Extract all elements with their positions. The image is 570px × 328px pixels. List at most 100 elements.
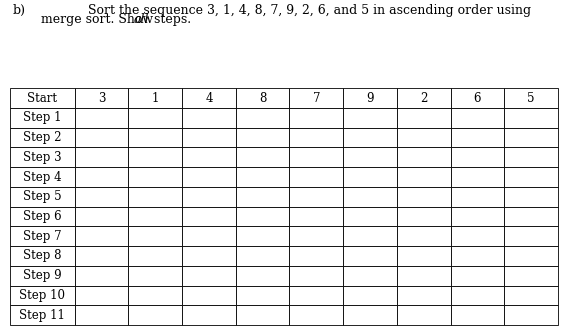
Bar: [504, 187, 558, 207]
Bar: [10, 187, 75, 207]
Bar: [10, 88, 75, 108]
Text: Step 6: Step 6: [23, 210, 62, 223]
Bar: [75, 226, 128, 246]
Bar: [504, 128, 558, 148]
Bar: [451, 148, 504, 167]
Bar: [182, 187, 236, 207]
Bar: [236, 148, 290, 167]
Text: Step 7: Step 7: [23, 230, 62, 243]
Text: all: all: [134, 13, 149, 26]
Bar: [451, 266, 504, 286]
Text: 1: 1: [152, 92, 159, 105]
Bar: [397, 246, 451, 266]
Bar: [236, 108, 290, 128]
Bar: [451, 187, 504, 207]
Bar: [75, 305, 128, 325]
Bar: [75, 207, 128, 226]
Bar: [128, 266, 182, 286]
Text: b): b): [13, 4, 26, 17]
Bar: [236, 305, 290, 325]
Text: Step 10: Step 10: [19, 289, 66, 302]
Bar: [290, 167, 343, 187]
Bar: [128, 187, 182, 207]
Bar: [75, 167, 128, 187]
Bar: [504, 226, 558, 246]
Bar: [10, 286, 75, 305]
Bar: [397, 305, 451, 325]
Bar: [343, 128, 397, 148]
Bar: [128, 226, 182, 246]
Bar: [290, 286, 343, 305]
Bar: [182, 108, 236, 128]
Bar: [236, 207, 290, 226]
Bar: [128, 305, 182, 325]
Bar: [397, 266, 451, 286]
Bar: [343, 148, 397, 167]
Bar: [236, 187, 290, 207]
Text: Step 2: Step 2: [23, 131, 62, 144]
Bar: [397, 108, 451, 128]
Bar: [290, 246, 343, 266]
Bar: [75, 128, 128, 148]
Bar: [343, 286, 397, 305]
Bar: [182, 128, 236, 148]
Text: 8: 8: [259, 92, 266, 105]
Bar: [128, 128, 182, 148]
Bar: [290, 128, 343, 148]
Bar: [10, 108, 75, 128]
Bar: [236, 286, 290, 305]
Bar: [290, 266, 343, 286]
Bar: [75, 148, 128, 167]
Text: Sort the sequence 3, 1, 4, 8, 7, 9, 2, 6, and 5 in ascending order using: Sort the sequence 3, 1, 4, 8, 7, 9, 2, 6…: [88, 4, 531, 17]
Bar: [182, 266, 236, 286]
Bar: [128, 88, 182, 108]
Bar: [182, 286, 236, 305]
Bar: [75, 266, 128, 286]
Bar: [290, 207, 343, 226]
Bar: [451, 207, 504, 226]
Bar: [397, 167, 451, 187]
Bar: [75, 246, 128, 266]
Text: Step 8: Step 8: [23, 250, 62, 262]
Bar: [75, 286, 128, 305]
Bar: [182, 305, 236, 325]
Bar: [128, 148, 182, 167]
Bar: [343, 167, 397, 187]
Bar: [75, 187, 128, 207]
Bar: [343, 88, 397, 108]
Text: Step 3: Step 3: [23, 151, 62, 164]
Bar: [128, 108, 182, 128]
Bar: [343, 207, 397, 226]
Bar: [451, 286, 504, 305]
Bar: [451, 88, 504, 108]
Bar: [290, 226, 343, 246]
Bar: [451, 167, 504, 187]
Bar: [128, 207, 182, 226]
Bar: [504, 108, 558, 128]
Bar: [343, 108, 397, 128]
Bar: [236, 266, 290, 286]
Bar: [504, 305, 558, 325]
Bar: [10, 266, 75, 286]
Text: 3: 3: [98, 92, 105, 105]
Bar: [504, 148, 558, 167]
Bar: [128, 167, 182, 187]
Text: 5: 5: [527, 92, 535, 105]
Bar: [343, 266, 397, 286]
Bar: [343, 246, 397, 266]
Bar: [182, 88, 236, 108]
Bar: [182, 246, 236, 266]
Bar: [451, 108, 504, 128]
Text: Step 11: Step 11: [19, 309, 66, 322]
Bar: [236, 128, 290, 148]
Bar: [504, 286, 558, 305]
Bar: [236, 167, 290, 187]
Bar: [343, 305, 397, 325]
Bar: [290, 187, 343, 207]
Bar: [397, 187, 451, 207]
Text: 9: 9: [367, 92, 374, 105]
Bar: [128, 246, 182, 266]
Text: Step 4: Step 4: [23, 171, 62, 184]
Bar: [182, 148, 236, 167]
Bar: [451, 305, 504, 325]
